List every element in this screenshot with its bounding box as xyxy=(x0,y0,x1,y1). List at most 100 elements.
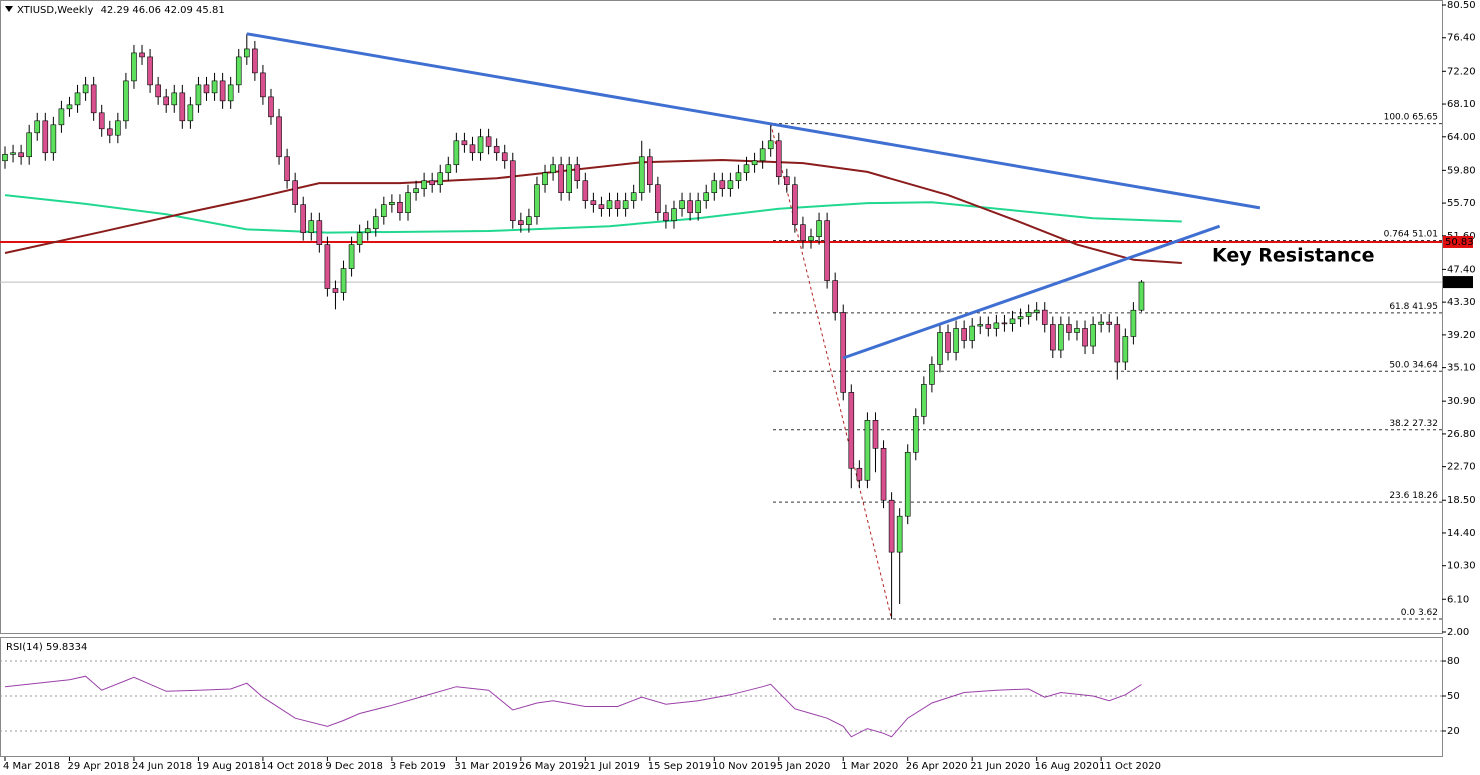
candle-body xyxy=(429,180,435,186)
candle-body xyxy=(542,172,548,186)
rsi-tick-label: 20 xyxy=(1447,726,1460,737)
fib-label: 100.0 65.65 xyxy=(1384,112,1438,122)
candle-body xyxy=(115,120,121,136)
y-tick-label: 30.90 xyxy=(1447,396,1476,407)
candle-body xyxy=(179,92,186,122)
y-tick-label: 35.10 xyxy=(1447,363,1476,374)
fib-value: 65.65 xyxy=(1412,112,1438,122)
candle-body xyxy=(300,204,307,233)
candle-body xyxy=(534,184,540,217)
candle-body xyxy=(904,451,911,517)
y-tick-label: 80.50 xyxy=(1447,0,1476,11)
candle-body xyxy=(147,56,153,86)
y-tick-label: 14.40 xyxy=(1447,528,1476,539)
fib-ratio: 0.0 xyxy=(1401,608,1416,618)
candle-body xyxy=(993,322,1000,329)
candle-body xyxy=(1033,309,1040,313)
candle-body xyxy=(655,184,661,213)
fib-ratio: 61.8 xyxy=(1389,301,1409,311)
candle-body xyxy=(719,180,726,190)
candle-body xyxy=(1058,324,1064,351)
candle-body xyxy=(405,192,411,213)
y-tick-label: 59.80 xyxy=(1447,165,1476,176)
candle-body xyxy=(558,164,564,194)
close-value: 45.81 xyxy=(196,5,225,16)
candle-body xyxy=(606,200,613,209)
candle-body xyxy=(582,180,589,201)
y-tick-label: 10.30 xyxy=(1447,561,1476,572)
candle-body xyxy=(171,92,178,106)
rsi-tick-label: 50 xyxy=(1447,691,1460,702)
x-tick-label: 1 Mar 2020 xyxy=(841,761,898,772)
rsi-title: RSI(14) xyxy=(6,642,43,653)
candle-body xyxy=(590,200,597,205)
candle-body xyxy=(123,80,129,122)
x-tick-label: 9 Dec 2018 xyxy=(325,761,383,772)
x-tick-label: 10 Nov 2019 xyxy=(712,761,776,772)
candle-body xyxy=(784,176,790,186)
candle-body xyxy=(42,120,49,154)
rsi-panel xyxy=(0,637,1443,757)
candle-body xyxy=(526,216,532,225)
candle-body xyxy=(945,332,951,353)
moving-average xyxy=(4,158,1182,264)
candle-body xyxy=(824,220,830,281)
x-tick-label: 21 Jun 2020 xyxy=(970,761,1030,772)
candle-body xyxy=(743,164,750,174)
candle-body xyxy=(1017,316,1024,320)
candle-body xyxy=(413,188,419,194)
candle-body xyxy=(98,112,105,130)
candle-body xyxy=(276,116,282,158)
candle-body xyxy=(493,146,500,154)
candle-body xyxy=(284,156,290,182)
candle-body xyxy=(711,180,718,194)
fib-label: 50.0 34.64 xyxy=(1389,360,1438,370)
candle-body xyxy=(961,328,967,341)
candle-body xyxy=(792,184,798,225)
candle-body xyxy=(1074,328,1080,333)
rsi-current: 59.8334 xyxy=(46,642,87,653)
y-tick-label: 76.40 xyxy=(1447,33,1476,44)
candle-body xyxy=(832,280,838,313)
candle-body xyxy=(1025,312,1032,317)
candle-body xyxy=(872,420,879,449)
trendline xyxy=(246,32,1261,210)
candle-body xyxy=(735,172,742,182)
candle-body xyxy=(389,201,395,205)
candle-body xyxy=(308,220,315,233)
candle-body xyxy=(1041,309,1048,325)
candle-body xyxy=(977,324,984,327)
symbol: XTIUSD,Weekly xyxy=(17,5,93,16)
candle-body xyxy=(139,52,145,58)
candle-body xyxy=(381,204,387,217)
y-tick-label: 64.00 xyxy=(1447,132,1476,143)
fib-swing-line xyxy=(770,123,893,620)
y-tick-label: 43.30 xyxy=(1447,297,1476,308)
candle-body xyxy=(816,220,822,237)
menu-triangle xyxy=(5,6,13,12)
candle-body xyxy=(751,160,758,166)
candle-body xyxy=(614,200,621,209)
candle-body xyxy=(163,96,169,106)
candle-body xyxy=(469,144,476,154)
fib-value: 34.64 xyxy=(1412,360,1438,370)
fib-value: 18.26 xyxy=(1412,491,1438,501)
x-tick-label: 3 Feb 2019 xyxy=(390,761,446,772)
candle-body xyxy=(646,156,653,186)
candle-body xyxy=(550,164,556,174)
candle-body xyxy=(800,224,806,241)
candle-body xyxy=(203,84,210,94)
candle-body xyxy=(856,467,863,481)
fib-value: 51.01 xyxy=(1412,229,1438,239)
candle-body xyxy=(211,80,218,94)
candle-body xyxy=(880,447,887,501)
x-tick-label: 14 Oct 2018 xyxy=(261,761,323,772)
candle-body xyxy=(896,515,903,553)
x-tick-label: 29 Apr 2018 xyxy=(67,761,129,772)
candle-body xyxy=(155,84,161,98)
x-tick-label: 26 Apr 2020 xyxy=(906,761,968,772)
candle-body xyxy=(1098,321,1104,325)
resistance-box xyxy=(1443,235,1473,248)
fib-label: 0.0 3.62 xyxy=(1401,608,1438,618)
x-tick-label: 5 Jan 2020 xyxy=(777,761,831,772)
